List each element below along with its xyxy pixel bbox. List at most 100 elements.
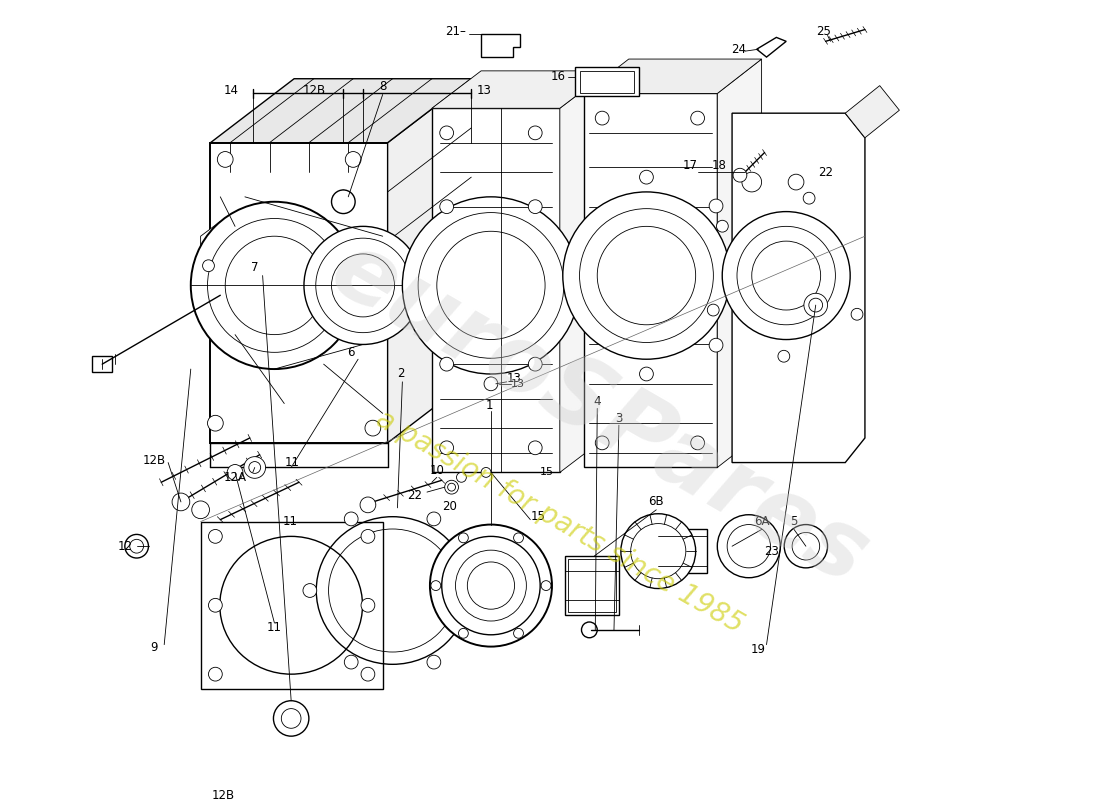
Text: 9: 9 <box>151 641 158 654</box>
Circle shape <box>563 192 730 359</box>
Circle shape <box>431 581 441 590</box>
Text: 19: 19 <box>751 643 766 656</box>
Circle shape <box>345 151 361 167</box>
Text: 24: 24 <box>732 42 747 56</box>
Bar <box>658 530 707 573</box>
Circle shape <box>723 211 850 339</box>
Circle shape <box>172 493 190 510</box>
Circle shape <box>440 200 453 214</box>
Text: 3: 3 <box>615 412 623 425</box>
Text: 11: 11 <box>283 515 297 528</box>
Polygon shape <box>757 38 786 57</box>
Circle shape <box>440 358 453 371</box>
Circle shape <box>717 514 780 578</box>
Text: 7: 7 <box>251 261 258 274</box>
Text: 22: 22 <box>407 489 422 502</box>
Text: 11: 11 <box>267 622 282 634</box>
Circle shape <box>691 111 704 125</box>
Circle shape <box>403 197 580 374</box>
Circle shape <box>804 294 827 317</box>
Text: 22: 22 <box>818 166 833 178</box>
Polygon shape <box>560 71 609 473</box>
Text: euroSPares: euroSPares <box>315 222 884 605</box>
Circle shape <box>484 377 498 390</box>
Bar <box>568 559 616 612</box>
Polygon shape <box>717 59 761 467</box>
Circle shape <box>716 220 728 232</box>
Text: 5: 5 <box>791 515 798 528</box>
Polygon shape <box>210 142 387 443</box>
Circle shape <box>789 174 804 190</box>
Circle shape <box>440 126 453 140</box>
Circle shape <box>191 501 209 518</box>
Circle shape <box>456 473 466 482</box>
Circle shape <box>595 436 609 450</box>
Circle shape <box>202 260 215 272</box>
Text: 13: 13 <box>507 373 521 386</box>
Circle shape <box>784 525 827 568</box>
Circle shape <box>528 126 542 140</box>
Circle shape <box>707 304 719 316</box>
Circle shape <box>710 338 723 352</box>
Polygon shape <box>200 522 383 689</box>
Circle shape <box>361 667 375 681</box>
Circle shape <box>302 584 317 598</box>
Circle shape <box>430 525 552 646</box>
Circle shape <box>361 530 375 543</box>
Circle shape <box>228 465 243 480</box>
Circle shape <box>710 199 723 213</box>
Polygon shape <box>584 59 761 94</box>
Circle shape <box>808 298 823 312</box>
Circle shape <box>514 628 524 638</box>
Text: a passion for parts since 1985: a passion for parts since 1985 <box>371 405 748 638</box>
Circle shape <box>444 480 459 494</box>
Circle shape <box>620 514 695 589</box>
Text: 10: 10 <box>429 464 444 477</box>
Polygon shape <box>733 113 865 462</box>
Circle shape <box>582 622 597 638</box>
Polygon shape <box>432 71 609 108</box>
Polygon shape <box>481 34 520 57</box>
Polygon shape <box>845 86 900 138</box>
Polygon shape <box>432 108 560 473</box>
Bar <box>92 356 112 372</box>
Circle shape <box>124 534 148 558</box>
Polygon shape <box>333 190 353 214</box>
Text: 2: 2 <box>397 367 404 381</box>
Text: 6B: 6B <box>649 495 664 509</box>
Circle shape <box>365 420 381 436</box>
Circle shape <box>209 530 222 543</box>
Circle shape <box>778 350 790 362</box>
Circle shape <box>282 709 301 728</box>
Text: 16: 16 <box>551 70 565 83</box>
Circle shape <box>331 190 355 214</box>
Circle shape <box>344 512 359 526</box>
Text: 12B: 12B <box>143 454 166 467</box>
Text: 6: 6 <box>348 346 355 359</box>
Text: 17: 17 <box>682 159 697 172</box>
Circle shape <box>691 436 704 450</box>
Circle shape <box>541 581 551 590</box>
Text: 13: 13 <box>510 379 525 389</box>
Circle shape <box>344 655 359 669</box>
Circle shape <box>427 655 441 669</box>
Circle shape <box>459 628 469 638</box>
Circle shape <box>639 367 653 381</box>
Circle shape <box>639 170 653 184</box>
Circle shape <box>595 111 609 125</box>
Circle shape <box>851 308 862 320</box>
Text: 21–: 21– <box>446 25 466 38</box>
Text: 8: 8 <box>379 80 386 93</box>
Text: 18: 18 <box>712 159 727 172</box>
Circle shape <box>440 441 453 454</box>
Bar <box>580 71 634 93</box>
Polygon shape <box>584 94 717 467</box>
Circle shape <box>190 202 359 369</box>
Circle shape <box>244 457 265 478</box>
Text: 6A: 6A <box>754 515 769 528</box>
Circle shape <box>803 192 815 204</box>
Circle shape <box>304 226 422 345</box>
Text: 14: 14 <box>223 84 239 97</box>
Circle shape <box>208 415 223 431</box>
Circle shape <box>209 598 222 612</box>
